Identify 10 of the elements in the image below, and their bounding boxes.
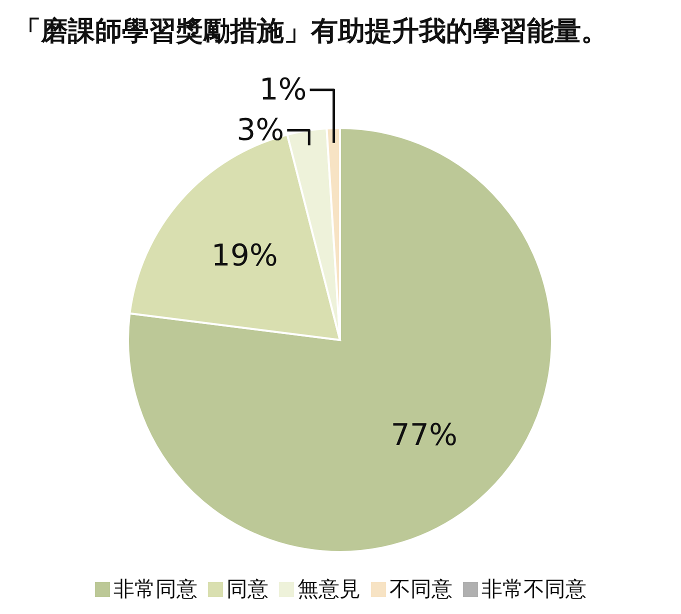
legend-label: 非常不同意	[482, 576, 586, 603]
data-label: 77%	[390, 418, 458, 453]
legend-label: 無意見	[298, 576, 360, 603]
legend-label: 非常同意	[114, 576, 198, 603]
chart-title: 「磨課師學習獎勵措施」有助提升我的學習能量。	[14, 15, 609, 49]
data-label: 19%	[211, 238, 278, 274]
data-label: 1%	[259, 72, 307, 108]
data-label: 3%	[236, 112, 284, 148]
legend-label: 不同意	[390, 576, 452, 603]
legend-label: 同意	[226, 576, 268, 603]
